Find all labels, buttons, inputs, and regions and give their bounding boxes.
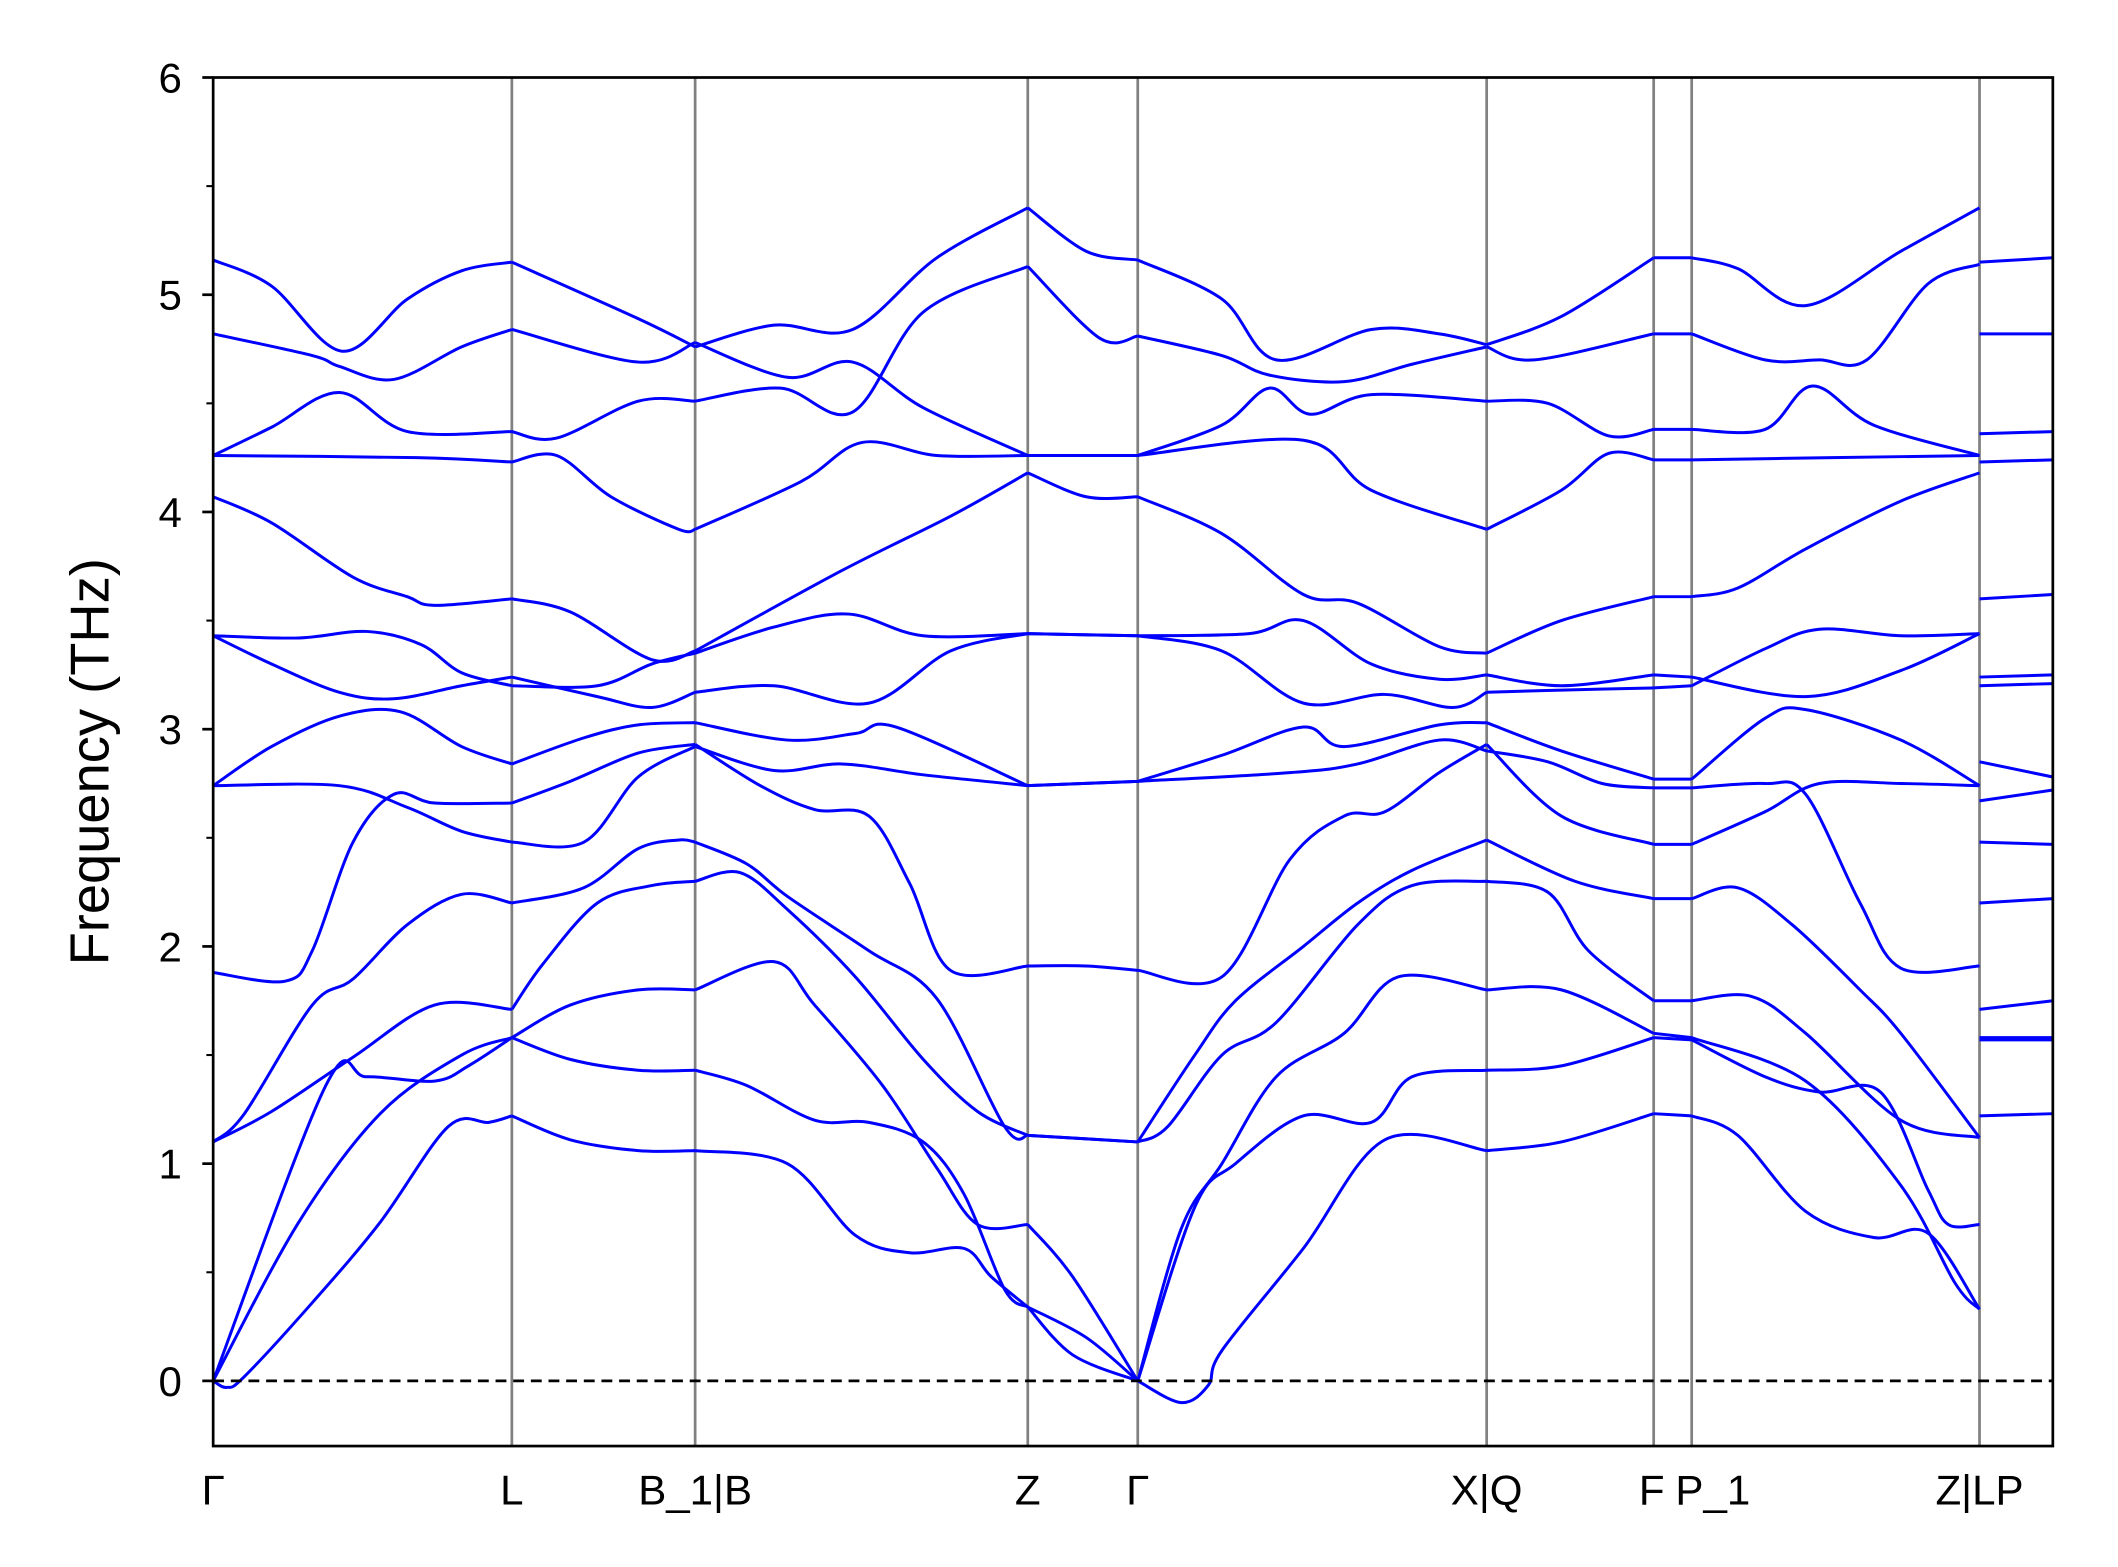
phonon-band	[212, 1112, 1981, 1405]
y-axis-label: Frequency (THz)	[60, 558, 121, 965]
phonon-band	[212, 262, 1981, 457]
phonon-band-lp	[1979, 788, 2054, 803]
phonon-band	[211, 960, 1981, 1382]
x-tick-label: P_1	[1675, 1466, 1750, 1513]
x-tick-label: L	[500, 1466, 523, 1513]
y-tick-label: 4	[159, 489, 182, 536]
x-axis: Γ L B_1|B Z Γ X|Q F P_1 Z|LP	[202, 1466, 2024, 1513]
phonon-band	[212, 206, 1981, 362]
x-tick-label: F	[1639, 1466, 1665, 1513]
x-tick-label: Γ	[202, 1466, 225, 1513]
phonon-band	[212, 870, 1980, 1144]
x-tick-label: X|Q	[1451, 1466, 1523, 1513]
phonon-band	[212, 627, 1980, 709]
y-tick-label: 5	[159, 272, 182, 319]
x-tick-label: Z|LP	[1935, 1466, 2023, 1513]
phonon-band-lp	[1979, 897, 2053, 905]
y-tick-label: 3	[159, 706, 182, 753]
x-tick-label: Γ	[1126, 1466, 1149, 1513]
phonon-band-lp	[1979, 760, 2054, 779]
phonon-band	[212, 706, 1981, 788]
phonon-band-lp	[1979, 840, 2053, 846]
y-axis: 0 1 2 3 4 5 6	[159, 54, 214, 1405]
phonon-band	[212, 328, 1980, 457]
phonon-band	[213, 437, 1980, 534]
y-tick-label: 6	[159, 54, 182, 101]
phonon-band-lp	[1979, 1112, 2053, 1118]
phonon-band-lp	[1979, 593, 2053, 601]
phonon-band-lp	[1979, 673, 2053, 679]
x-tick-label: B_1|B	[638, 1466, 752, 1513]
phonon-bands	[211, 206, 2054, 1405]
phonon-band-lp	[1979, 458, 2053, 464]
phonon-band-lp	[1979, 430, 2053, 436]
y-tick-label: 0	[159, 1358, 182, 1405]
phonon-band	[212, 471, 1981, 663]
y-tick-label: 2	[159, 923, 182, 970]
phonon-band	[212, 838, 1981, 1144]
phonon-band	[213, 612, 1981, 699]
phonon-band-lp	[1979, 682, 2053, 688]
plot-frame	[211, 76, 2055, 1448]
y-tick-label: 1	[159, 1141, 182, 1188]
phonon-band	[212, 742, 1980, 986]
phonon-band	[213, 738, 1980, 974]
phonon-band	[211, 1036, 1980, 1383]
phonon-band-lp	[1979, 256, 2053, 264]
kpoint-lines	[510, 77, 1981, 1447]
x-tick-label: Z	[1015, 1466, 1041, 1513]
phonon-band-lp	[1979, 999, 2054, 1011]
